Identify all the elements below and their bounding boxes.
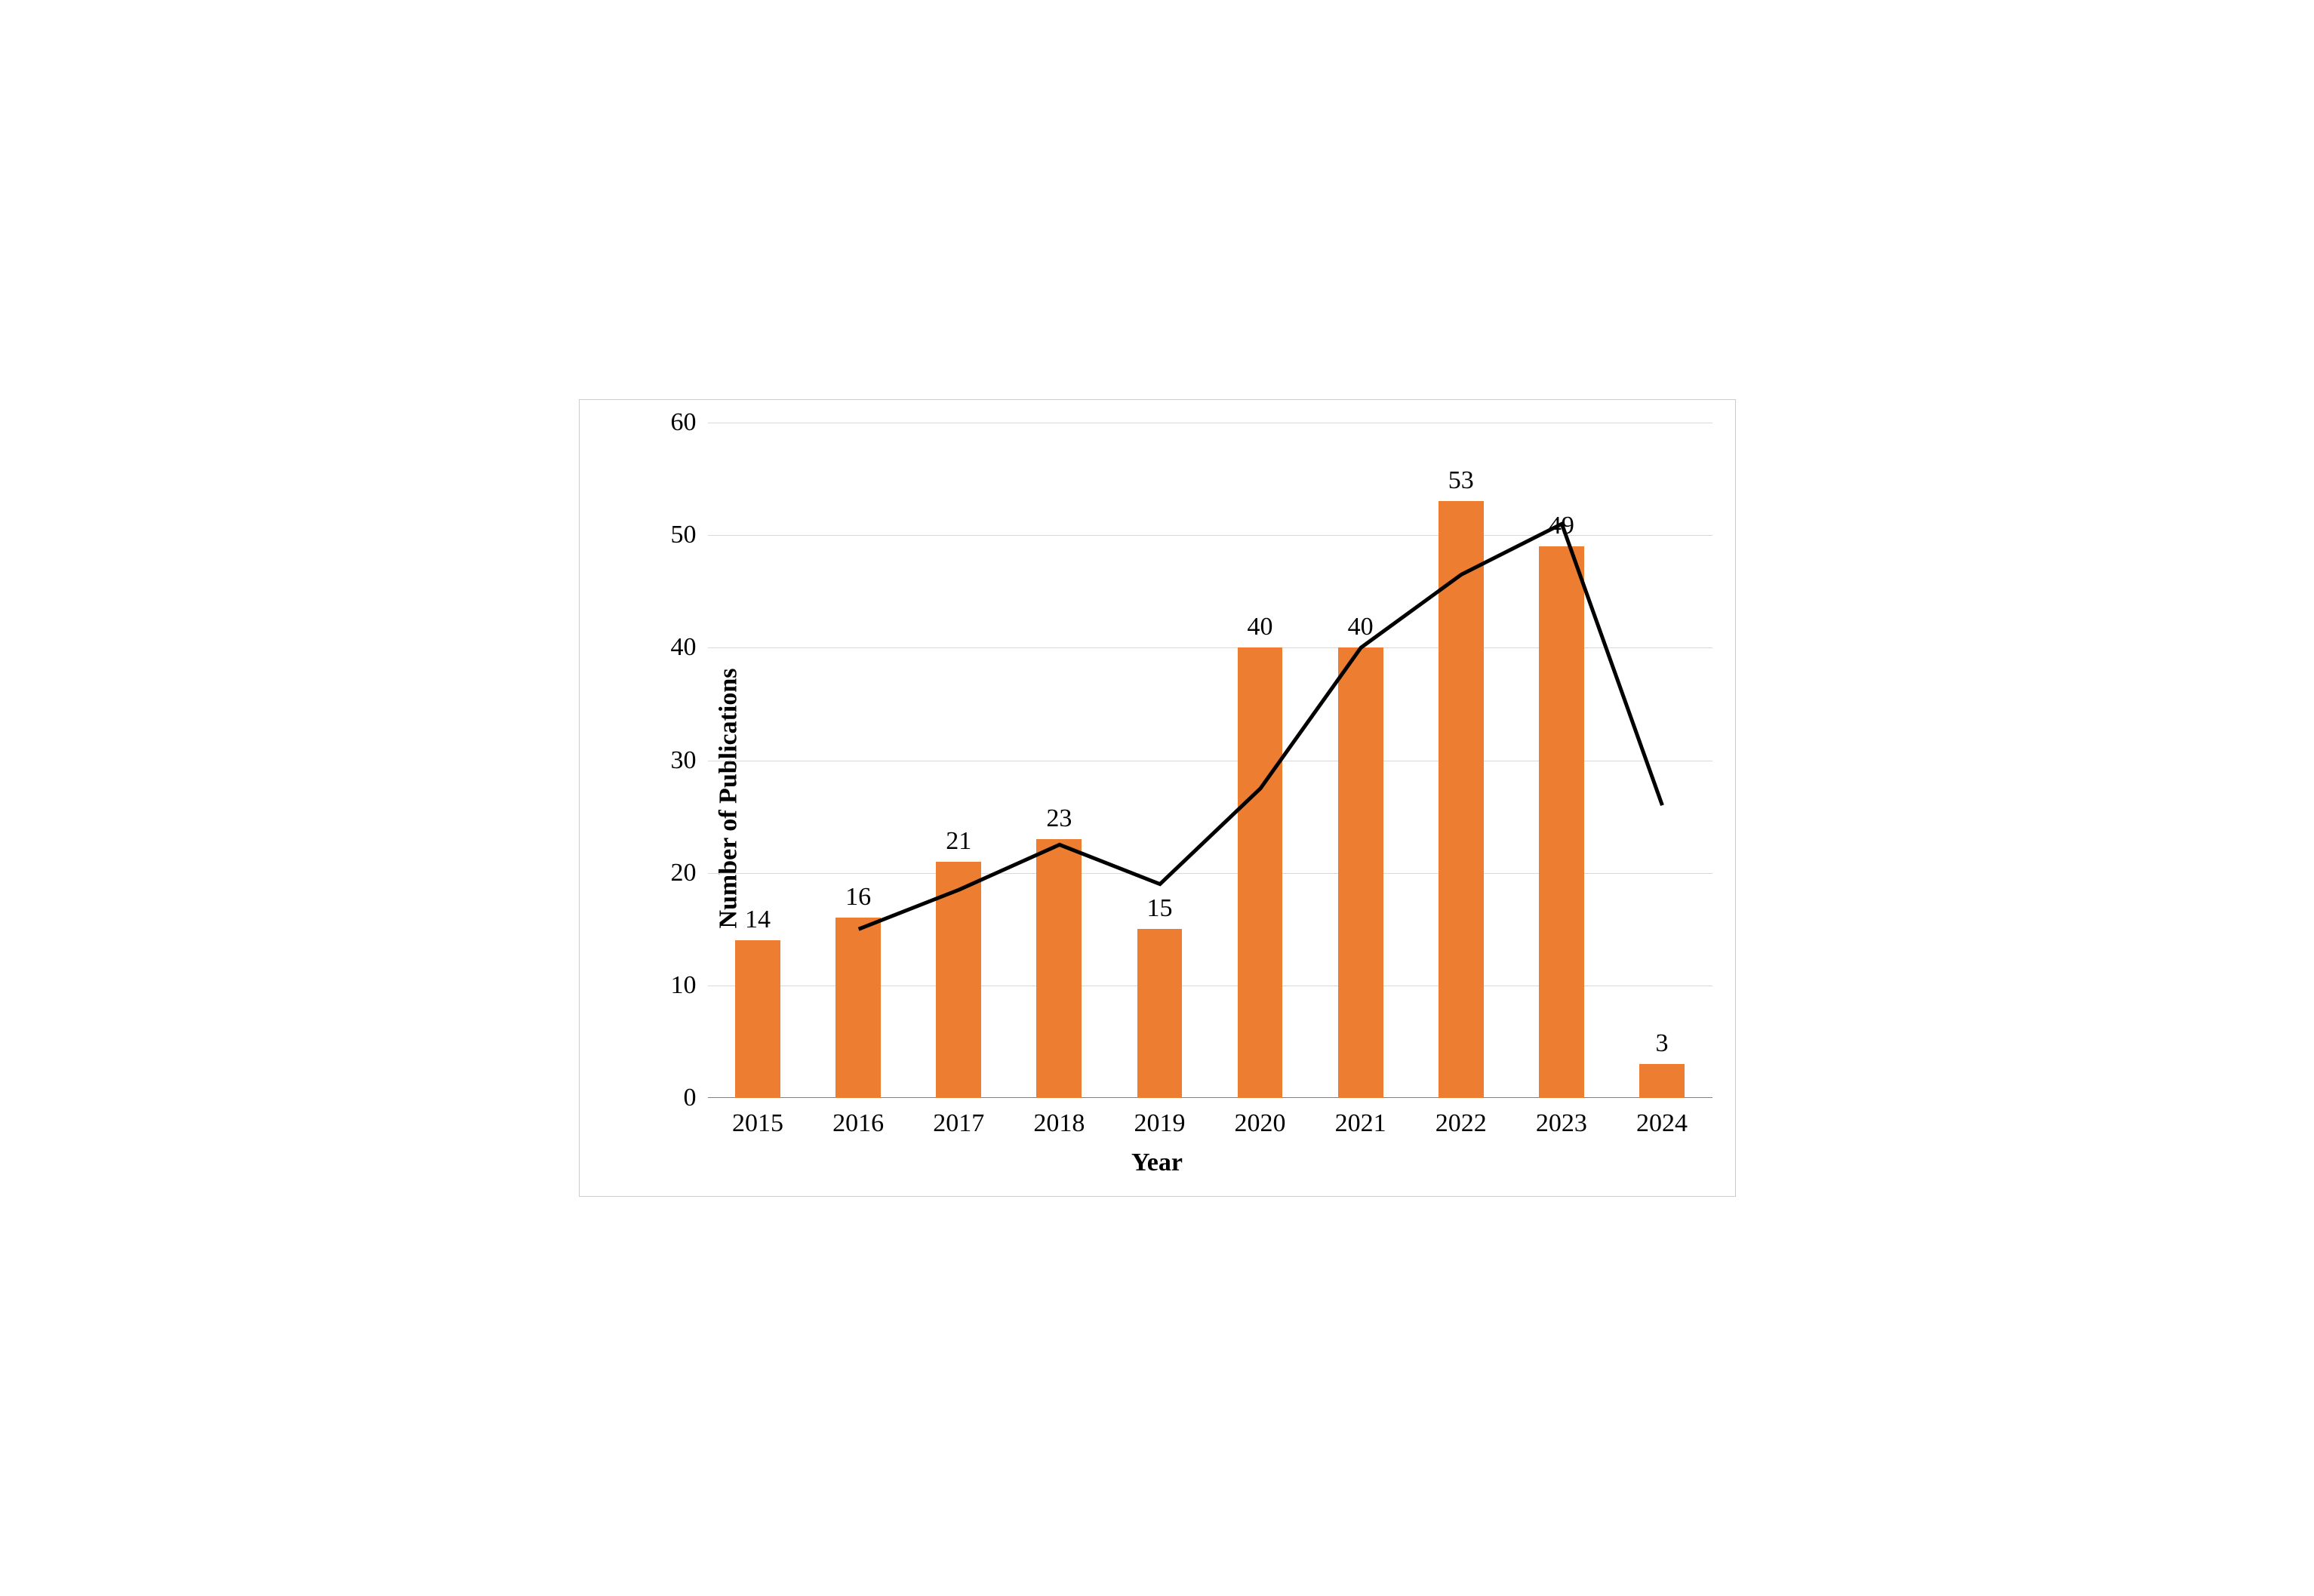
x-tick-label: 2015 (732, 1109, 783, 1138)
bar-value-label: 40 (1348, 613, 1374, 641)
x-axis-label: Year (1131, 1149, 1183, 1177)
x-tick-label: 2018 (1033, 1109, 1085, 1138)
bar: 3 (1639, 1064, 1685, 1098)
bar-value-label: 49 (1549, 512, 1574, 540)
bar-value-label: 16 (845, 883, 871, 912)
bar: 53 (1439, 501, 1484, 1098)
bar-value-label: 15 (1146, 894, 1172, 923)
bar: 23 (1036, 839, 1082, 1098)
bar-value-label: 53 (1448, 466, 1474, 495)
bar-value-label: 3 (1655, 1029, 1668, 1058)
x-tick-label: 2019 (1134, 1109, 1185, 1138)
bar: 40 (1338, 647, 1383, 1098)
bar-value-label: 14 (745, 906, 771, 934)
y-tick-label: 60 (671, 408, 697, 437)
x-tick-label: 2021 (1335, 1109, 1386, 1138)
x-tick-label: 2017 (933, 1109, 984, 1138)
x-tick-label: 2024 (1636, 1109, 1688, 1138)
chart-container: Number of Publications Year 010203040506… (579, 399, 1736, 1197)
bar: 40 (1238, 647, 1283, 1098)
x-tick-label: 2023 (1536, 1109, 1587, 1138)
x-tick-label: 2022 (1435, 1109, 1487, 1138)
bar: 21 (936, 862, 981, 1098)
bar: 14 (735, 940, 780, 1098)
y-tick-label: 50 (671, 521, 697, 549)
y-tick-label: 30 (671, 746, 697, 775)
bar: 16 (835, 918, 881, 1098)
bar-value-label: 23 (1046, 804, 1072, 833)
x-tick-label: 2020 (1235, 1109, 1286, 1138)
bar: 49 (1539, 546, 1584, 1098)
y-tick-label: 10 (671, 971, 697, 1000)
bar-value-label: 21 (946, 827, 971, 856)
x-tick-label: 2016 (832, 1109, 884, 1138)
y-tick-label: 0 (684, 1084, 697, 1112)
y-tick-label: 20 (671, 859, 697, 887)
plot-area: 0102030405060201514201616201721201823201… (708, 423, 1712, 1098)
y-tick-label: 40 (671, 633, 697, 662)
bar: 15 (1137, 929, 1183, 1098)
bar-value-label: 40 (1248, 613, 1273, 641)
